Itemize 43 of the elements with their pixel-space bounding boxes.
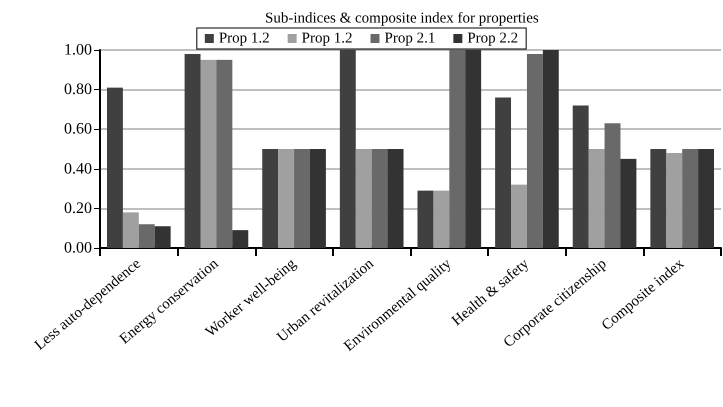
bar bbox=[417, 190, 434, 248]
y-tick-label: 0.20 bbox=[64, 200, 92, 217]
bar bbox=[122, 212, 139, 248]
y-tick-label: 0.80 bbox=[64, 81, 92, 98]
bar bbox=[682, 149, 698, 248]
bar bbox=[449, 50, 466, 248]
legend-label: Prop 1.2 bbox=[218, 30, 270, 46]
bar bbox=[294, 149, 310, 248]
bar bbox=[356, 149, 372, 248]
bar bbox=[184, 54, 201, 248]
bar bbox=[106, 88, 123, 248]
bar bbox=[216, 60, 232, 248]
bar bbox=[620, 158, 636, 248]
bar bbox=[511, 184, 527, 248]
bar bbox=[138, 224, 155, 248]
legend-label: Prop 1.2 bbox=[302, 30, 353, 46]
y-tick-label: 0.00 bbox=[64, 240, 92, 256]
bar bbox=[154, 226, 171, 248]
bar bbox=[542, 50, 559, 248]
bar bbox=[526, 54, 543, 248]
bar bbox=[604, 123, 620, 248]
y-tick-label: 1.00 bbox=[64, 42, 92, 58]
bar bbox=[698, 149, 714, 248]
bar bbox=[388, 149, 404, 248]
bar bbox=[465, 50, 482, 248]
bar bbox=[433, 190, 450, 248]
bar bbox=[200, 60, 216, 248]
bar bbox=[495, 98, 512, 248]
bar bbox=[572, 105, 589, 248]
bar bbox=[666, 152, 682, 248]
bar bbox=[650, 149, 666, 248]
y-tick-label: 0.40 bbox=[64, 160, 92, 178]
bar bbox=[372, 149, 388, 248]
bar bbox=[278, 149, 294, 248]
bar bbox=[310, 149, 326, 248]
legend-label: Prop 2.2 bbox=[467, 30, 518, 46]
bar bbox=[262, 149, 278, 248]
bar bbox=[588, 149, 605, 248]
bar bbox=[232, 230, 248, 248]
bar bbox=[340, 50, 356, 248]
y-tick-label: 0.60 bbox=[64, 120, 92, 138]
chart-title: Sub-indices & composite index for properties bbox=[265, 10, 539, 26]
legend-label: Prop 2.1 bbox=[384, 30, 436, 46]
